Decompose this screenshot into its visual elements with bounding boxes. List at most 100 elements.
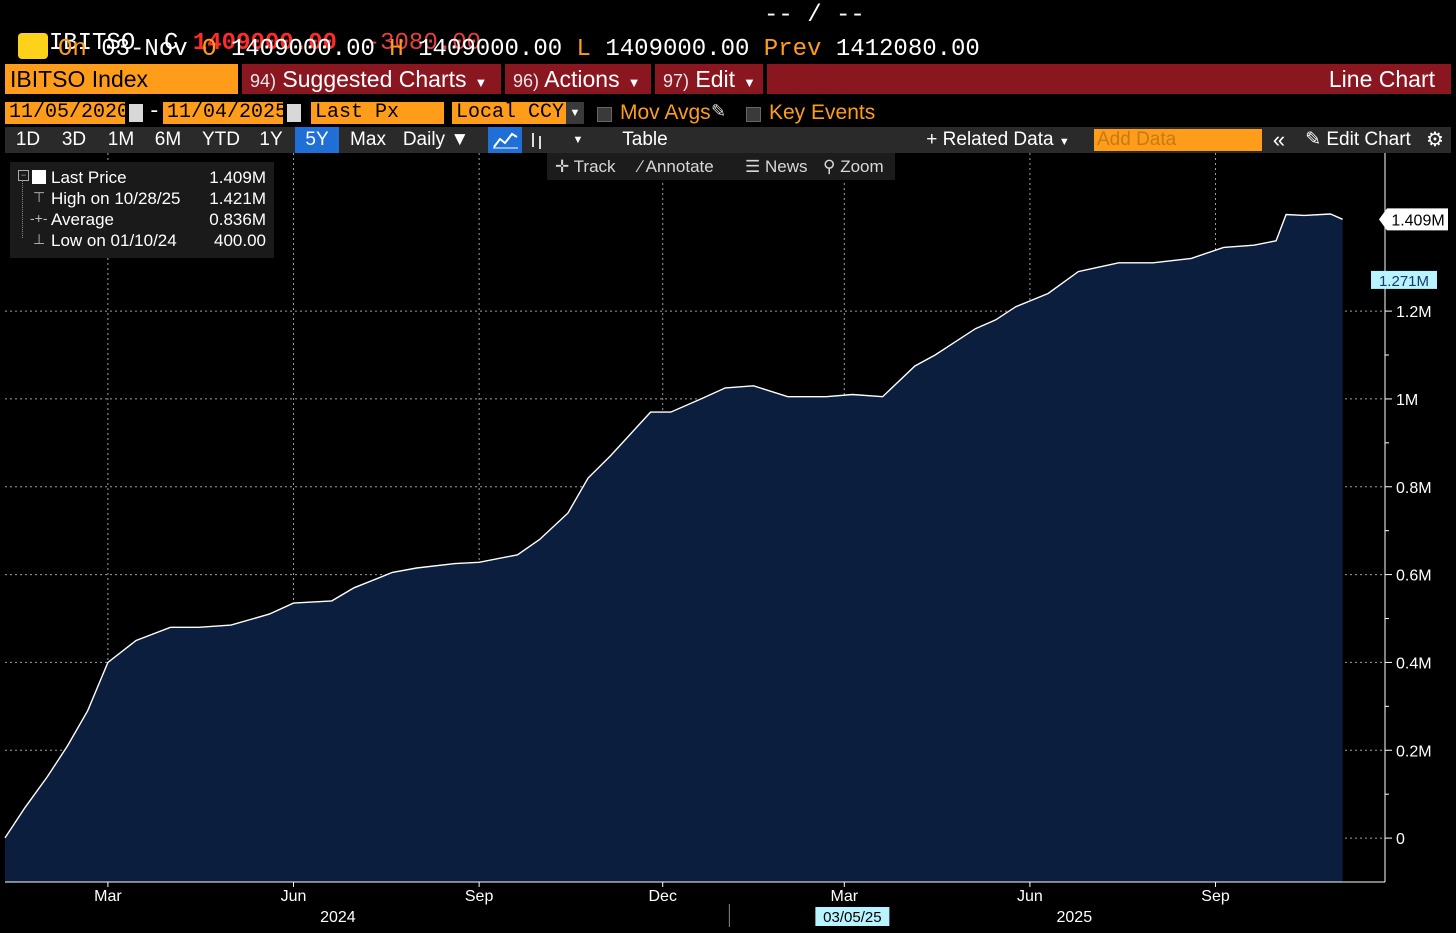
- low-marker-icon: ⊥: [33, 231, 46, 247]
- annotate-tool[interactable]: ∕ Annotate: [639, 153, 714, 180]
- range-3d[interactable]: 3D: [61, 129, 87, 150]
- legend-average-value: 0.836M: [209, 210, 266, 229]
- x-year-label: 2025: [1057, 909, 1093, 926]
- pencil-icon[interactable]: ✎: [711, 101, 727, 121]
- x-tick-label: Mar: [831, 888, 859, 905]
- range-5y[interactable]: 5Y: [295, 127, 339, 153]
- mov-avgs-checkbox[interactable]: [597, 107, 612, 122]
- menu-number: 96): [513, 71, 540, 91]
- price-area: [5, 214, 1343, 882]
- range-1m[interactable]: 1M: [107, 129, 135, 150]
- mov-avgs-label[interactable]: Mov Avgs: [620, 101, 711, 124]
- legend-last-label: Last Price: [51, 168, 127, 187]
- zoom-tool[interactable]: ⚲ Zoom: [823, 153, 884, 180]
- currency-select[interactable]: Local CCY: [452, 102, 566, 124]
- y-tick-label: 0: [1396, 831, 1405, 848]
- x-year-label: 2024: [320, 909, 356, 926]
- on-label: On: [58, 36, 87, 63]
- track-tool[interactable]: ✛ Track: [555, 153, 616, 180]
- legend-last-value: 1.409M: [209, 168, 266, 187]
- menu-bar: IBITSO Index 94) Suggested Charts ▼ 96) A…: [5, 63, 1451, 95]
- chevron-down-icon[interactable]: ▼: [566, 102, 584, 124]
- magnifier-icon: ⚲: [823, 157, 836, 176]
- x-tick-label: Sep: [465, 888, 494, 905]
- high-marker-icon: ⊤: [33, 189, 46, 205]
- menu-label: Actions: [544, 66, 620, 92]
- x-tick-label: Sep: [1201, 888, 1230, 905]
- ticker[interactable]: IBITSO: [48, 30, 136, 57]
- bar-chart-icon[interactable]: [524, 127, 550, 153]
- chart-toolbar: 1D 3D 1M 6M YTD 1Y 5Y Max Daily ▼ ▼ Tabl…: [5, 127, 1451, 153]
- prev-price: 1412080.00: [835, 36, 980, 63]
- news-label: News: [764, 157, 808, 176]
- range-1d[interactable]: 1D: [15, 129, 41, 150]
- marker-label: 1.271M: [1379, 273, 1429, 290]
- x-tick-label: Mar: [94, 888, 122, 905]
- x-tick-label: Dec: [648, 888, 676, 905]
- series-color-swatch[interactable]: [32, 170, 46, 184]
- start-date-input[interactable]: 11/05/2020: [5, 102, 129, 124]
- edit-chart-label: Edit Chart: [1326, 129, 1411, 150]
- cursor-date-label: 03/05/25: [823, 909, 881, 926]
- ohlc-line: On 03-Nov O 1409000.00 H 1409000.00 L 14…: [18, 33, 980, 63]
- price-line: [4, 213, 1343, 839]
- end-date-input[interactable]: 11/04/2025: [163, 102, 287, 124]
- frequency-label: Daily: [402, 129, 446, 150]
- key-events-checkbox[interactable]: [746, 107, 761, 122]
- legend-high-value: 1.421M: [209, 189, 266, 208]
- calendar-icon[interactable]: [129, 104, 143, 122]
- prev-label: Prev: [763, 36, 822, 63]
- collapse-legend-icon[interactable]: −: [18, 170, 29, 181]
- caret-down-icon: ▼: [474, 75, 488, 90]
- edit-menu[interactable]: 97) Edit ▼: [655, 64, 763, 94]
- line-chart-icon[interactable]: [488, 127, 522, 153]
- caret-down-icon: ▼: [627, 75, 641, 90]
- cursor-date-box: [815, 907, 890, 926]
- collapse-icon[interactable]: «: [1272, 127, 1286, 152]
- average-marker-icon: -+-: [30, 210, 48, 226]
- menu-label: Edit: [695, 66, 736, 92]
- legend-average-label: Average: [51, 210, 115, 229]
- security-field[interactable]: IBITSO Index: [5, 64, 238, 94]
- date-separator: -: [148, 101, 161, 124]
- close-label: C: [164, 30, 179, 57]
- menu-number: 94): [250, 71, 277, 91]
- y-tick-label: 1M: [1396, 392, 1418, 409]
- range-6m[interactable]: 6M: [154, 129, 182, 150]
- add-data-input[interactable]: Add Data: [1094, 129, 1262, 151]
- suggested-charts-menu[interactable]: 94) Suggested Charts ▼: [242, 64, 501, 94]
- range-max[interactable]: Max: [350, 129, 386, 150]
- edit-chart-button[interactable]: ✎ Edit Chart: [1298, 127, 1418, 153]
- chart-style-dropdown[interactable]: ▼: [572, 134, 584, 146]
- pencil-icon: ✎: [1305, 129, 1322, 150]
- frequency-select[interactable]: Daily ▼: [401, 127, 471, 153]
- news-tool[interactable]: ☰ News: [745, 153, 808, 180]
- bid-ask: -- / --: [764, 2, 865, 29]
- actions-menu[interactable]: 96) Actions ▼: [505, 64, 651, 94]
- low-label: L: [576, 36, 591, 63]
- table-button[interactable]: Table: [622, 129, 668, 150]
- caret-down-icon: ▼: [1058, 136, 1070, 148]
- legend-panel: − Last Price 1.409M ⊤ High on 10/28/25 1…: [10, 162, 274, 258]
- crosshair-icon: ✛: [555, 157, 570, 176]
- range-ytd[interactable]: YTD: [202, 129, 240, 150]
- chart-type-label: Line Chart: [767, 64, 1451, 94]
- related-data-button[interactable]: + Related Data ▼: [923, 127, 1073, 153]
- high-price: 1409000.00: [418, 36, 563, 63]
- y-tick-label: 0.2M: [1396, 743, 1432, 760]
- field-select[interactable]: Last Px: [311, 102, 444, 124]
- calendar-icon[interactable]: [287, 104, 301, 122]
- quote-line: IBITSO C 1409000.00 -3080.00: [20, 2, 481, 57]
- gauge-icon[interactable]: [18, 33, 48, 59]
- quote-date: 03-Nov: [101, 36, 188, 63]
- y-tick-label: 1.2M: [1396, 304, 1432, 321]
- open-label: O: [202, 36, 217, 63]
- menu-label: Suggested Charts: [282, 66, 467, 92]
- range-1y[interactable]: 1Y: [259, 129, 283, 150]
- key-events-label[interactable]: Key Events: [769, 101, 876, 124]
- gear-icon[interactable]: ⚙: [1426, 129, 1444, 151]
- plus-icon: +: [926, 129, 938, 150]
- pencil-icon: ∕: [639, 157, 642, 176]
- marker-tag: [1371, 270, 1437, 289]
